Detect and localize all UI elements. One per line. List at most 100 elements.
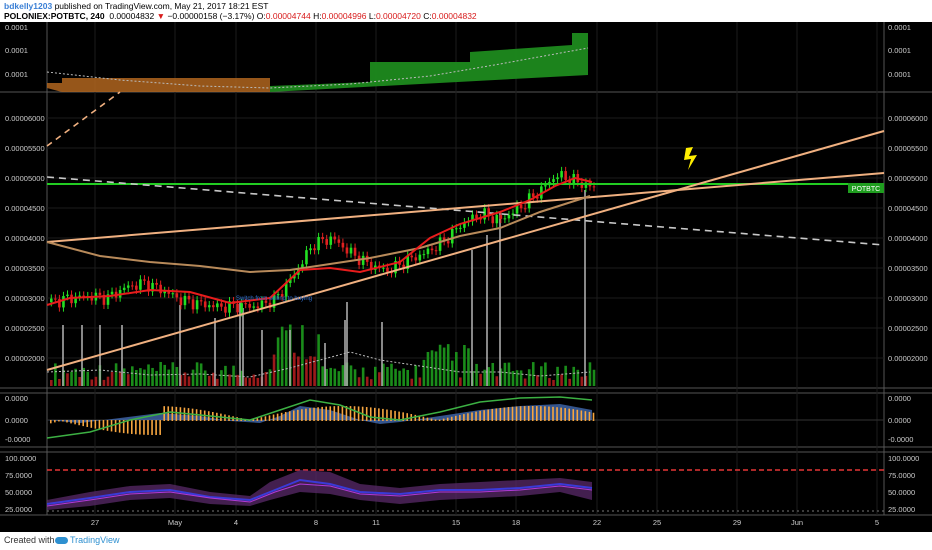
macd-histogram-bar [54, 420, 56, 423]
volume-bar [284, 330, 288, 386]
chart-canvas[interactable]: Switch from selling to buying POTBTC 0.00… [0, 22, 932, 532]
macd-histogram-bar [386, 409, 388, 421]
volume-bar [410, 378, 414, 386]
macd-histogram-bar [118, 420, 121, 433]
macd-histogram-bar [503, 407, 506, 421]
macd-tick-right: 0.0000 [888, 416, 911, 425]
volume-bar [195, 362, 199, 386]
candle-body [487, 208, 490, 217]
macd-histogram-bar [135, 420, 137, 435]
rsi-panel [46, 469, 884, 512]
volume-bar [592, 369, 596, 386]
candle-body [74, 296, 77, 304]
candle-body [536, 196, 539, 199]
volume-bar [191, 369, 195, 386]
macd-histogram-bar [459, 414, 461, 421]
macd-panel [46, 396, 884, 439]
volume-bar [374, 366, 377, 386]
macd-histogram-bar [288, 411, 291, 421]
volume-bar [544, 362, 547, 386]
price-tick-right: 0.00003500 [888, 264, 928, 273]
volume-bar [171, 362, 175, 386]
macd-histogram-bar [139, 420, 141, 435]
macd-histogram-bar [305, 408, 307, 421]
macd-histogram-bar [418, 415, 421, 421]
macd-histogram-bar [143, 420, 145, 435]
macd-histogram-bar [572, 409, 575, 421]
macd-tick-left: 0.0000 [5, 394, 28, 403]
macd-histogram-bar [276, 413, 279, 421]
macd-histogram-bar [556, 407, 558, 421]
macd-histogram-bar [398, 411, 400, 421]
price-tick-right: 0.00004500 [888, 204, 928, 213]
volume-bar [511, 370, 515, 386]
volume-bar [349, 365, 353, 386]
macd-histogram-bar [487, 409, 489, 421]
macd-histogram-bar [588, 411, 591, 421]
candle-body [102, 294, 106, 305]
candle-body [544, 185, 547, 187]
close-value: 0.00004832 [431, 11, 477, 21]
down-arrow-icon: ▼ [156, 11, 166, 21]
macd-histogram-bar [552, 406, 554, 421]
macd-histogram-bar [450, 416, 453, 421]
volume-bar [584, 375, 588, 386]
volume-bar [576, 369, 580, 386]
top-tick-left: 0.0001 [5, 23, 28, 32]
candle-body [333, 236, 337, 240]
volume-bar [588, 362, 592, 386]
volume-bar [106, 376, 110, 386]
price-tick-right: 0.00002000 [888, 354, 928, 363]
volume-bar [94, 376, 98, 386]
macd-histogram-bar [353, 406, 356, 421]
candle-body [191, 299, 195, 310]
volume-bar [386, 366, 389, 386]
username-link[interactable]: bdkelly1203 [4, 1, 53, 11]
published-text: published on TradingView.com, May 21, 20… [52, 1, 269, 11]
volume-bar [280, 326, 284, 386]
candle-body [139, 279, 142, 290]
macd-histogram-bar [442, 418, 445, 421]
candle-body [207, 305, 211, 308]
candle-body [66, 294, 69, 297]
volume-bar [293, 352, 296, 386]
candle-body [248, 303, 252, 308]
candle-body [353, 247, 357, 256]
candle-body [98, 292, 102, 295]
macd-histogram-bar [438, 419, 441, 421]
volume-bar [220, 370, 223, 386]
candle-body [313, 248, 316, 251]
candle-body [438, 237, 442, 251]
volume-bar [548, 378, 551, 386]
macd-histogram-bar [527, 406, 530, 421]
macd-histogram-bar [519, 406, 522, 421]
tradingview-logo[interactable]: TradingView [55, 535, 120, 545]
macd-histogram-bar [536, 406, 538, 421]
candle-body [82, 295, 85, 297]
macd-histogram-bar [483, 410, 485, 421]
candle-body [418, 254, 422, 261]
volume-bar [110, 372, 114, 386]
cloud-icon [55, 537, 68, 545]
x-tick-label: 25 [653, 518, 661, 527]
candle-body [260, 300, 264, 309]
volume-bar [475, 363, 478, 386]
macd-histogram-bar [434, 419, 437, 421]
volume-bar [159, 362, 162, 386]
rsi-line [46, 478, 593, 505]
volume-bar [78, 377, 81, 386]
candle-body [228, 301, 231, 313]
candle-body [410, 255, 414, 258]
candle-body [349, 247, 353, 254]
macd-histogram-bar [394, 410, 396, 421]
upper-trendline [46, 172, 885, 243]
volume-bar [483, 369, 486, 386]
volume-bar [325, 368, 328, 386]
macd-histogram-bar [183, 407, 186, 421]
candle-body [345, 247, 349, 254]
volume-bar [394, 368, 397, 386]
candle-body [203, 301, 207, 308]
candle-body [503, 218, 507, 220]
candle-body [568, 179, 571, 185]
volume-bar [552, 379, 555, 386]
